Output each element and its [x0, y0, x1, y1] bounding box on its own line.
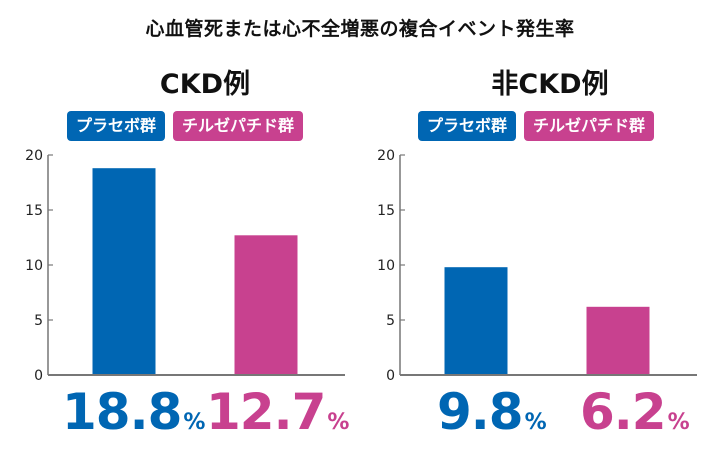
- value-label-ckd-tirzepatide: 12.7%: [206, 383, 350, 441]
- panel-non-ckd: 非CKD例 プラセボ群 チルゼパチド群 0 5 10 15 20 9.8% 6.2%: [352, 0, 712, 450]
- legend-tirzepatide: チルゼパチド群: [173, 111, 304, 141]
- y-tick-label: 0: [34, 368, 43, 384]
- y-tick-label: 0: [386, 368, 395, 384]
- panel-title-non-ckd: 非CKD例: [491, 69, 609, 100]
- legend-placebo: プラセボ群: [67, 111, 166, 141]
- bar-chart-non-ckd: 0 5 10 15 20: [377, 148, 697, 384]
- value-label-non-ckd-tirzepatide: 6.2%: [580, 383, 690, 441]
- value-label-ckd-placebo: 18.8%: [62, 383, 206, 441]
- bar-tirzepatide: [234, 235, 298, 375]
- y-tick-label: 10: [25, 258, 43, 274]
- y-tick-label: 15: [25, 203, 43, 219]
- bar-chart-ckd: 0 5 10 15 20: [25, 148, 345, 384]
- y-tick-label: 5: [386, 313, 395, 329]
- legend-non-ckd: プラセボ群 チルゼパチド群: [418, 111, 655, 141]
- panel-ckd: CKD例 プラセボ群 チルゼパチド群 0 5 10 15 20 18.8% 12.7%: [0, 0, 360, 450]
- y-tick-label: 20: [25, 148, 43, 164]
- bar-placebo: [444, 267, 508, 375]
- y-tick-label: 20: [377, 148, 395, 164]
- legend-tirzepatide: チルゼパチド群: [524, 111, 655, 141]
- bar-placebo: [92, 168, 156, 375]
- y-tick-label: 15: [377, 203, 395, 219]
- value-label-non-ckd-placebo: 9.8%: [437, 383, 547, 441]
- legend-placebo: プラセボ群: [418, 111, 517, 141]
- legend-ckd: プラセボ群 チルゼパチド群: [67, 111, 304, 141]
- y-tick-label: 10: [377, 258, 395, 274]
- bar-tirzepatide: [586, 306, 650, 375]
- figure-title: 心血管死または心不全増悪の複合イベント発生率: [145, 18, 575, 40]
- y-tick-label: 5: [34, 313, 43, 329]
- panel-title-ckd: CKD例: [159, 69, 251, 100]
